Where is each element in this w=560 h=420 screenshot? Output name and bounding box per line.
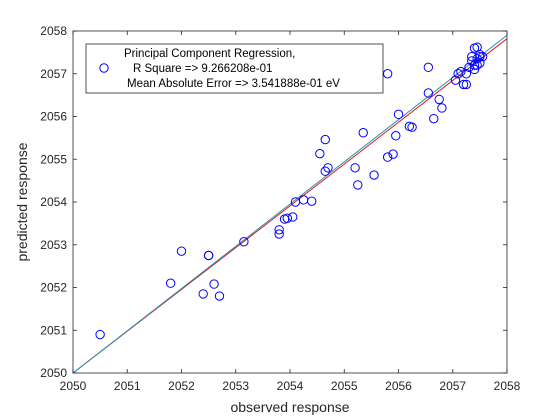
x-tick-label: 2057 <box>439 379 466 393</box>
x-tick-label: 2056 <box>385 379 412 393</box>
x-tick-label: 2053 <box>222 379 249 393</box>
y-tick-label: 2057 <box>40 67 67 81</box>
x-tick-label: 2054 <box>277 379 304 393</box>
y-tick-label: 2051 <box>40 323 67 337</box>
legend-r-square: R Square => 9.266208e-01 <box>133 63 272 75</box>
legend: Principal Component Regression, R Square… <box>86 44 383 93</box>
y-tick-label: 2055 <box>40 152 67 166</box>
x-tick-label: 2058 <box>494 379 521 393</box>
legend-series-name: Principal Component Regression, <box>124 48 295 60</box>
x-tick-label: 2051 <box>114 379 141 393</box>
y-tick-label: 2058 <box>40 24 67 38</box>
x-tick-label: 2052 <box>168 379 195 393</box>
legend-mae: Mean Absolute Error => 3.541888e-01 eV <box>127 78 340 90</box>
x-tick-label: 2050 <box>60 379 87 393</box>
y-tick-label: 2050 <box>40 366 67 380</box>
x-tick-label: 2055 <box>331 379 358 393</box>
y-tick-label: 2052 <box>40 281 67 295</box>
y-axis-label: predicted response <box>14 142 30 261</box>
y-tick-label: 2056 <box>40 110 67 124</box>
x-axis-label: observed response <box>230 399 349 415</box>
y-tick-label: 2053 <box>40 238 67 252</box>
y-tick-label: 2054 <box>40 195 67 209</box>
